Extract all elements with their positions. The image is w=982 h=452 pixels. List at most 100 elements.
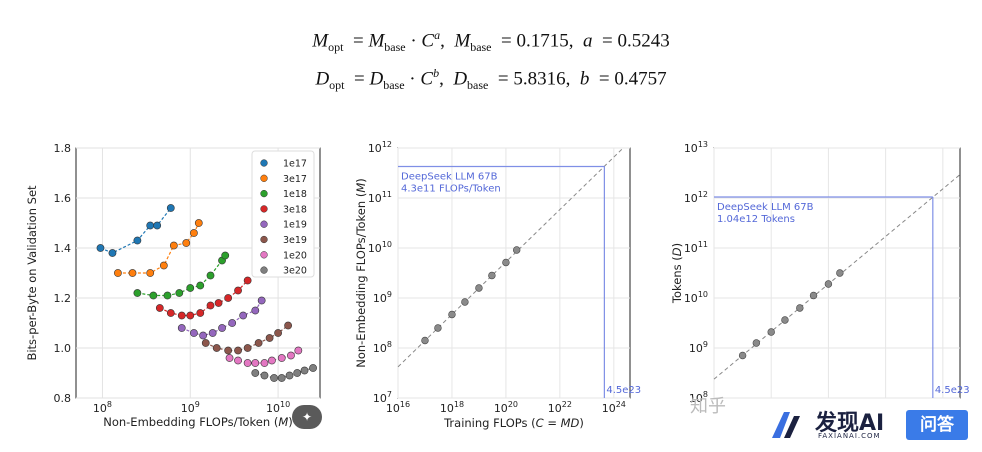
left-point xyxy=(257,296,266,305)
left-point xyxy=(234,356,242,365)
left-point xyxy=(274,329,282,337)
left-point xyxy=(225,354,234,362)
legend-marker xyxy=(260,266,268,274)
right-ytick-label: 1010 xyxy=(684,290,708,305)
left-xtick-label: 109 xyxy=(181,400,200,415)
legend-label: 3e19 xyxy=(283,235,307,246)
left-ylabel: Bits-per-Byte on Validation Set xyxy=(25,185,39,361)
middle-point xyxy=(434,324,442,332)
left-point xyxy=(163,291,172,300)
right-point xyxy=(767,328,775,336)
left-point xyxy=(294,346,303,355)
left-ytick-label: 0.8 xyxy=(54,392,72,405)
middle-xtick-label: 1018 xyxy=(440,400,464,415)
middle-xlabel: Training FLOPs (C = MD) xyxy=(443,416,584,430)
right-ylabel: Tokens (D) xyxy=(670,243,684,304)
middle-annotation-name: DeepSeek LLM 67B xyxy=(401,172,498,183)
left-point xyxy=(267,356,276,365)
left-fit-curve xyxy=(205,325,289,352)
left-point xyxy=(265,334,274,342)
left-point xyxy=(239,311,248,320)
right-annotation-name: DeepSeek LLM 67B xyxy=(717,202,814,213)
legend-marker xyxy=(260,159,268,167)
left-point xyxy=(177,324,186,332)
left-point xyxy=(270,374,278,382)
middle-point xyxy=(461,298,469,306)
left-point xyxy=(243,276,252,285)
left-point xyxy=(175,289,184,297)
middle-xtick-label: 1024 xyxy=(602,400,626,415)
left-point xyxy=(287,351,295,360)
left-point xyxy=(146,269,155,277)
left-point xyxy=(208,329,217,337)
right-point xyxy=(796,304,804,312)
middle-point xyxy=(488,271,496,280)
left-point xyxy=(194,219,203,227)
left-point xyxy=(206,301,215,310)
left-point xyxy=(234,346,242,355)
legend-label: 1e20 xyxy=(283,250,307,261)
left-ytick-label: 1.6 xyxy=(54,192,72,205)
brand-watermark: 发现AI xyxy=(815,411,885,436)
legend-label: 1e17 xyxy=(283,159,307,170)
middle-ytick-label: 109 xyxy=(373,290,392,305)
right-annotation-detail: 1.04e12 Tokens xyxy=(717,214,795,225)
middle-plot-frame xyxy=(397,147,631,399)
left-point xyxy=(166,309,175,317)
equation-d-opt: Dopt = Dbase · Cb, Dbase = 5.8316, b = 0… xyxy=(315,66,667,93)
left-point xyxy=(177,311,186,320)
middle-xtick-label: 1022 xyxy=(548,400,572,415)
right-ytick-label: 109 xyxy=(689,340,708,355)
legend-marker xyxy=(260,235,268,244)
middle-ytick-label: 108 xyxy=(373,340,392,355)
left-ytick-label: 1.4 xyxy=(54,242,72,255)
right-point xyxy=(824,280,833,288)
left-point xyxy=(243,344,252,352)
left-fit-curve xyxy=(137,255,226,297)
legend-label: 3e17 xyxy=(283,174,307,185)
left-point xyxy=(218,324,226,332)
left-point xyxy=(133,236,142,245)
legend-label: 1e18 xyxy=(283,189,307,200)
right-point xyxy=(809,291,818,300)
left-legend xyxy=(251,150,315,278)
right-ytick-label: 108 xyxy=(689,390,708,405)
left-ytick-label: 1.8 xyxy=(54,142,72,155)
left-point xyxy=(243,359,252,367)
qa-button[interactable]: 问答 xyxy=(906,410,968,440)
middle-ytick-label: 107 xyxy=(373,390,392,405)
left-point xyxy=(190,329,198,337)
left-xlabel: Non-Embedding FLOPs/Token (M) xyxy=(103,415,293,429)
equation-m-opt: Mopt = Mbase · Ca, Mbase = 0.1715, a = 0… xyxy=(312,28,670,55)
left-point xyxy=(284,321,293,330)
left-point xyxy=(285,371,294,380)
middle-point xyxy=(448,310,456,319)
left-point xyxy=(159,261,168,270)
middle-xtick-label: 1016 xyxy=(386,400,410,415)
left-xtick-label: 1010 xyxy=(266,400,290,415)
left-point xyxy=(96,244,105,252)
magic-wand-icon[interactable]: ✦ xyxy=(292,405,322,429)
left-ytick-label: 1.2 xyxy=(54,292,72,305)
left-point xyxy=(224,346,233,355)
middle-point xyxy=(502,258,510,267)
left-point xyxy=(182,239,191,247)
left-point xyxy=(114,269,122,277)
left-point xyxy=(108,249,117,257)
left-ytick-label: 1.0 xyxy=(54,342,72,355)
middle-annotation-detail: 4.3e11 FLOPs/Token xyxy=(401,184,501,195)
brand-url: FAXIANAI.COM xyxy=(818,432,881,440)
right-fit-line xyxy=(713,174,961,380)
middle-ytick-label: 1011 xyxy=(368,190,392,205)
legend-marker xyxy=(260,251,268,259)
left-point xyxy=(254,339,263,347)
left-point xyxy=(199,331,208,340)
left-point xyxy=(309,364,317,372)
left-point xyxy=(196,281,205,290)
left-point xyxy=(201,339,210,347)
left-point xyxy=(166,204,175,212)
left-point xyxy=(212,344,221,352)
left-point xyxy=(251,369,260,377)
right-point xyxy=(738,351,747,360)
